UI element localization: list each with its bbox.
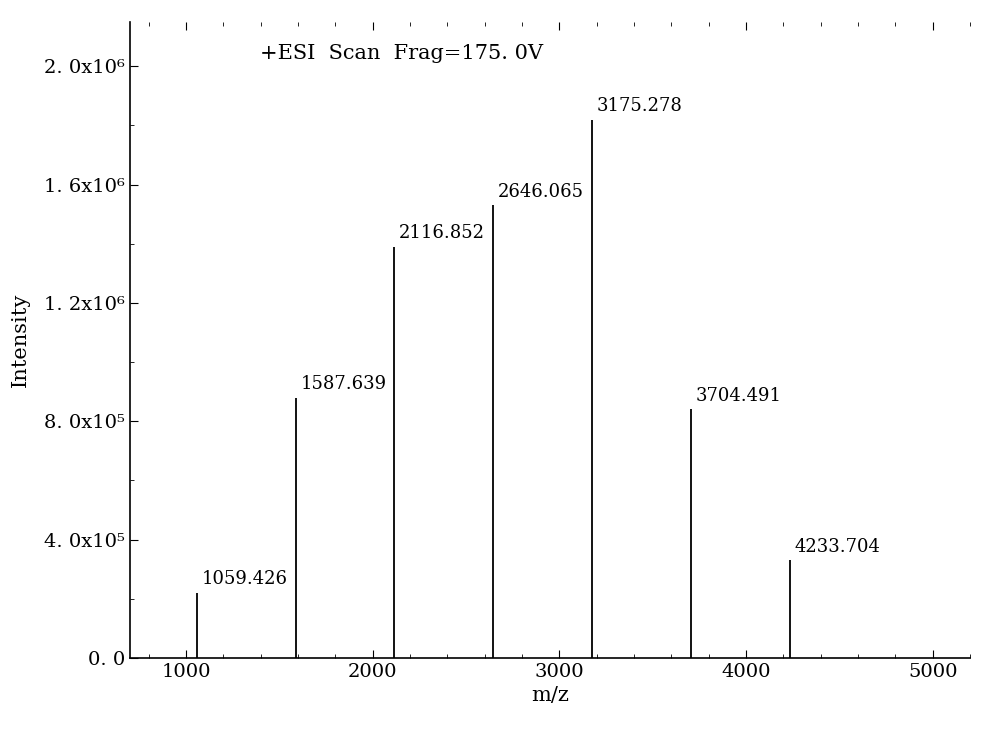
Text: 1059.426: 1059.426 bbox=[202, 570, 288, 588]
Text: 2116.852: 2116.852 bbox=[399, 224, 485, 242]
Text: 1587.639: 1587.639 bbox=[300, 375, 386, 393]
Text: 2646.065: 2646.065 bbox=[498, 183, 584, 201]
Y-axis label: Intensity: Intensity bbox=[11, 292, 30, 387]
Text: 3175.278: 3175.278 bbox=[597, 97, 683, 115]
X-axis label: m/z: m/z bbox=[531, 686, 569, 705]
Text: 4233.704: 4233.704 bbox=[794, 538, 880, 556]
Text: +ESI  Scan  Frag=175. 0V: +ESI Scan Frag=175. 0V bbox=[260, 44, 543, 63]
Text: 3704.491: 3704.491 bbox=[696, 387, 782, 405]
